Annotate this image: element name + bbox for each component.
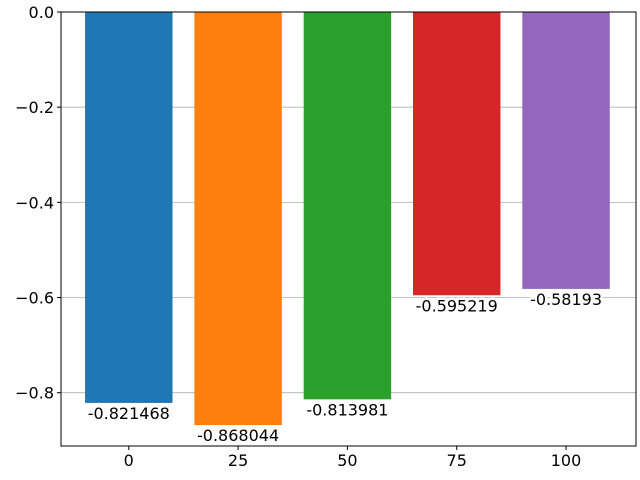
data-label-0: -0.821468 <box>88 404 170 423</box>
x-tick-label: 75 <box>447 451 467 470</box>
bar-50 <box>303 12 392 400</box>
data-label-100: -0.58193 <box>530 290 602 309</box>
y-tick-label: 0.0 <box>29 3 54 22</box>
x-tick-label: 50 <box>337 451 357 470</box>
bar-0 <box>85 12 173 403</box>
x-tick-label: 100 <box>551 451 582 470</box>
data-label-25: -0.868044 <box>197 426 279 445</box>
bar-75 <box>412 12 501 296</box>
y-tick-label: −0.2 <box>15 98 54 117</box>
y-tick-label: −0.8 <box>15 384 54 403</box>
x-tick-label: 25 <box>228 451 248 470</box>
y-tick-label: −0.4 <box>15 193 54 212</box>
data-labels-layer: -0.821468 -0.868044 -0.813981 -0.595219 -0.5… <box>85 287 604 447</box>
bar-25 <box>194 12 282 426</box>
bars-layer <box>85 12 610 426</box>
plot-frame <box>60 11 637 447</box>
ticks-layer: 0.0 −0.2 −0.4 −0.6 −0.8 0 25 50 75 100 <box>15 3 581 470</box>
x-tick-label: 0 <box>124 451 134 470</box>
bar-100 <box>522 12 610 289</box>
data-label-50: -0.813981 <box>306 400 388 419</box>
y-tick-label: −0.6 <box>15 289 54 308</box>
data-label-75: -0.595219 <box>416 296 498 315</box>
